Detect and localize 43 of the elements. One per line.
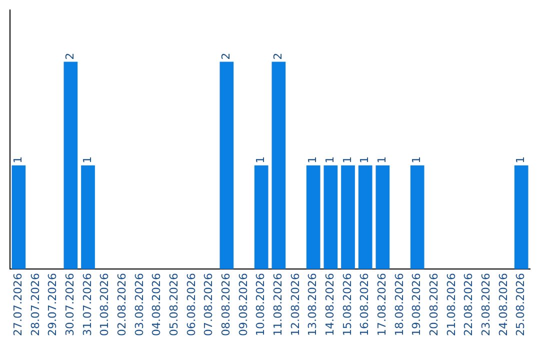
x-tick-label: 29.07.2026 xyxy=(46,273,60,336)
x-tick-label: 02.08.2026 xyxy=(116,273,129,336)
data-label: 1 xyxy=(80,156,94,164)
x-tick-label: 11.08.2026 xyxy=(272,273,285,336)
x-tick-label: 12.08.2026 xyxy=(288,273,302,336)
x-tick-label: 19.08.2026 xyxy=(410,273,424,336)
data-label: 1 xyxy=(254,156,268,164)
x-tick-label: 27.07.2026 xyxy=(12,273,25,336)
x-tick-label: 08.08.2026 xyxy=(220,273,233,336)
x-tick-label: 25.08.2026 xyxy=(514,273,528,336)
x-tick-label: 28.07.2026 xyxy=(28,273,42,336)
x-tick-label: 23.08.2026 xyxy=(480,273,493,336)
data-label: 1 xyxy=(324,156,337,164)
x-tick-label: 14.08.2026 xyxy=(324,273,337,336)
data-label: 2 xyxy=(220,52,233,60)
x-tick-label: 09.08.2026 xyxy=(236,273,250,336)
data-label: 1 xyxy=(306,156,320,164)
x-tick-label: 15.08.2026 xyxy=(340,273,354,336)
data-label: 1 xyxy=(410,156,424,164)
data-label: 1 xyxy=(514,156,528,164)
data-label: 1 xyxy=(358,156,372,164)
data-label: 2 xyxy=(272,52,285,60)
x-tick-label: 10.08.2026 xyxy=(254,273,268,336)
x-tick-label: 18.08.2026 xyxy=(392,273,406,336)
data-label: 1 xyxy=(12,156,25,164)
data-label: 1 xyxy=(376,156,389,164)
x-tick-label: 16.08.2026 xyxy=(358,273,372,336)
x-tick-label: 05.08.2026 xyxy=(168,273,181,336)
x-tick-label: 24.08.2026 xyxy=(496,273,510,336)
x-tick-label: 30.07.2026 xyxy=(64,273,77,336)
x-tick-label: 20.08.2026 xyxy=(428,273,441,336)
x-tick-label: 17.08.2026 xyxy=(376,273,389,336)
x-tick-label: 01.08.2026 xyxy=(98,273,112,336)
data-label: 1 xyxy=(340,156,354,164)
data-label: 2 xyxy=(64,52,77,60)
x-tick-label: 21.08.2026 xyxy=(444,273,458,336)
x-tick-label: 07.08.2026 xyxy=(202,273,216,336)
x-tick-label: 03.08.2026 xyxy=(132,273,146,336)
x-tick-label: 22.08.2026 xyxy=(462,273,476,336)
x-tick-label: 13.08.2026 xyxy=(306,273,320,336)
x-tick-label: 06.08.2026 xyxy=(184,273,198,336)
x-tick-label: 04.08.2026 xyxy=(150,273,164,336)
x-tick-label: 31.07.2026 xyxy=(80,273,94,336)
